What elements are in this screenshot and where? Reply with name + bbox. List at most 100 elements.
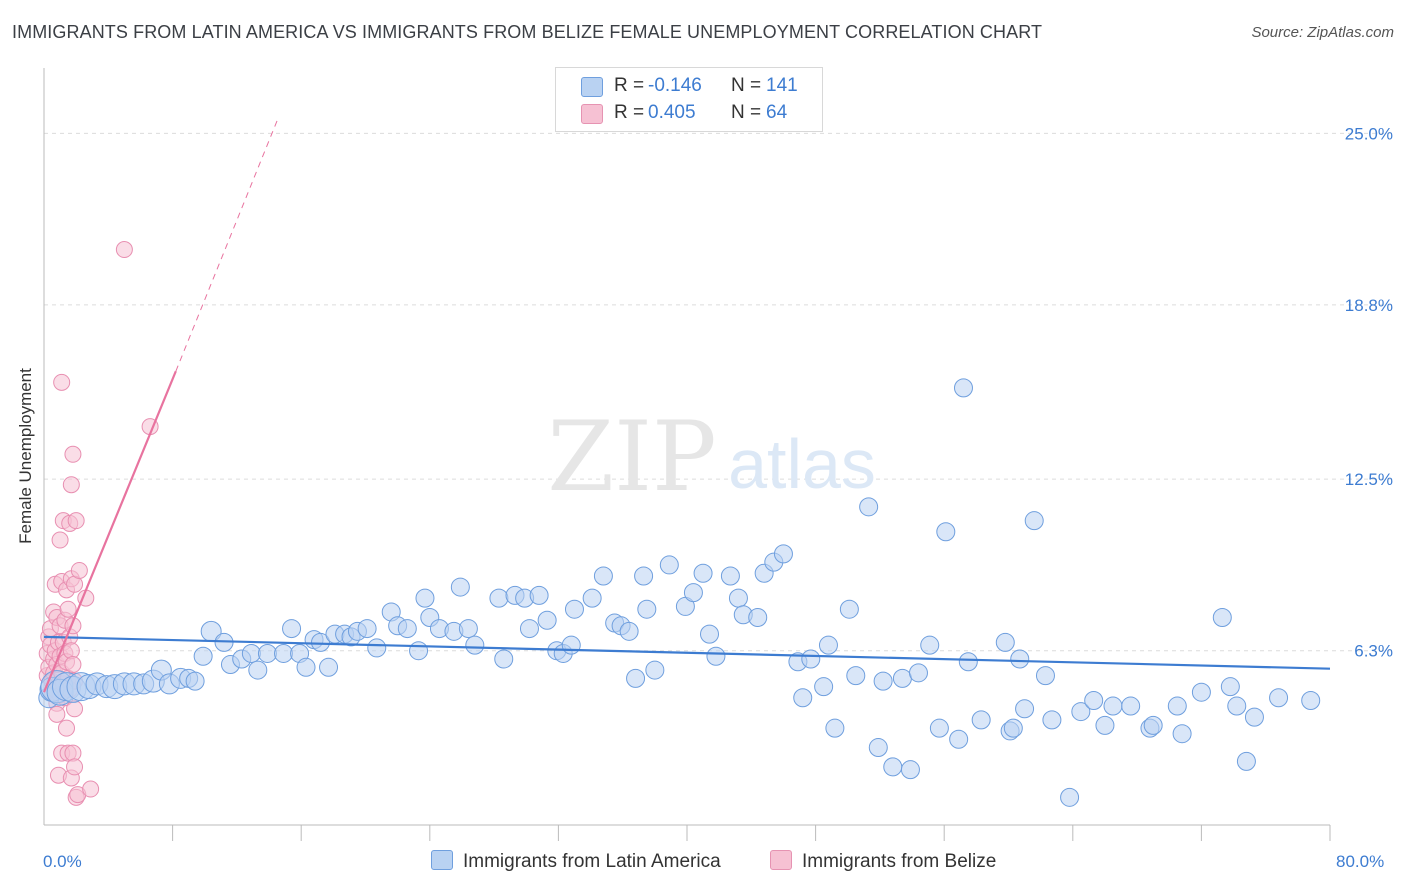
latin-america-point	[619, 621, 639, 641]
latin-america-point	[900, 760, 920, 780]
latin-america-point	[282, 619, 302, 639]
latin-america-point	[1212, 608, 1232, 627]
latin-america-point	[561, 635, 581, 655]
series-legend-label: Immigrants from Belize	[802, 851, 997, 872]
latin-america-point	[564, 599, 584, 619]
belize-point	[82, 780, 100, 798]
latin-america-point	[529, 585, 549, 605]
latin-america-point	[748, 608, 768, 627]
latin-america-point	[706, 646, 726, 666]
latin-america-point	[818, 635, 838, 655]
latin-america-point	[519, 619, 539, 639]
latin-america-points	[38, 378, 1321, 807]
latin-america-point	[1084, 691, 1104, 710]
latin-america-point	[274, 643, 294, 663]
latin-america-point	[1024, 511, 1044, 531]
legend-row-belize: R = 0.405 N = 64	[556, 100, 822, 127]
y-tick-label: 25.0%	[1345, 124, 1393, 143]
latin-america-trend-line	[43, 635, 1331, 670]
belize-points	[38, 241, 159, 806]
watermark-zip: ZIP	[547, 401, 716, 513]
belize-point	[70, 561, 88, 579]
latin-america-point	[582, 588, 602, 608]
legend-r-value: 0.405	[648, 102, 696, 123]
latin-america-point	[1191, 682, 1211, 702]
latin-america-point	[458, 619, 478, 639]
latin-america-point	[634, 566, 654, 586]
latin-america-point	[825, 718, 845, 738]
x-axis-min-label: 0.0%	[43, 852, 82, 871]
belize-point	[59, 600, 77, 618]
legend-row-latin-america: R = -0.146 N = 141	[556, 73, 822, 100]
latin-america-point	[868, 738, 888, 758]
latin-america-point	[958, 652, 978, 672]
belize-point	[67, 512, 85, 530]
latin-america-point	[793, 688, 813, 708]
legend-n-value: 64	[766, 102, 788, 123]
y-tick-label: 18.8%	[1345, 296, 1393, 315]
latin-america-point	[257, 643, 277, 663]
legend-r-value: -0.146	[648, 75, 702, 96]
latin-america-point	[971, 710, 991, 730]
latin-america-point	[1167, 696, 1187, 716]
series-legend-belize: Immigrants from Belize	[770, 850, 996, 873]
belize-point	[62, 476, 80, 494]
latin-america-point	[1236, 751, 1256, 771]
belize-point	[66, 700, 84, 718]
latin-america-point	[920, 635, 940, 655]
latin-america-point	[1220, 677, 1240, 697]
latin-america-point	[1227, 696, 1247, 716]
legend-n-value: 141	[766, 75, 798, 96]
latin-america-point	[949, 729, 969, 749]
latin-america-point	[1095, 715, 1115, 735]
belize-point	[58, 719, 76, 737]
latin-america-point	[1103, 696, 1123, 716]
latin-america-point	[801, 649, 821, 669]
latin-america-point	[683, 583, 703, 603]
y-tick-label: 12.5%	[1345, 470, 1393, 489]
latin-america-point	[489, 588, 509, 608]
latin-america-point	[248, 660, 268, 680]
latin-america-point	[720, 566, 740, 586]
latin-america-point	[1010, 649, 1030, 669]
latin-america-point	[859, 497, 879, 517]
latin-america-point	[319, 657, 339, 677]
correlation-legend: R = -0.146 N = 141 R = 0.405 N = 64	[555, 67, 823, 132]
latin-america-point	[1060, 787, 1080, 807]
latin-america-point	[908, 663, 928, 683]
latin-america-point	[773, 544, 793, 564]
latin-america-point	[1042, 710, 1062, 730]
latin-america-point	[193, 646, 213, 666]
latin-america-point	[1003, 718, 1023, 738]
latin-america-point	[1244, 707, 1264, 727]
latin-america-point	[645, 660, 665, 680]
latin-america-point	[929, 718, 949, 738]
series-swatch-blue	[431, 850, 453, 870]
latin-america-point	[1015, 699, 1035, 719]
legend-swatch-pink	[581, 104, 603, 124]
latin-america-point	[357, 619, 377, 639]
tick-labels: 6.3% 12.5% 18.8% 25.0%	[1345, 124, 1393, 660]
latin-america-point	[397, 619, 417, 639]
latin-america-point	[593, 566, 613, 586]
latin-america-point	[241, 643, 261, 663]
latin-america-point	[883, 757, 903, 777]
belize-point	[64, 445, 82, 463]
latin-america-point	[637, 599, 657, 619]
latin-america-point	[846, 666, 866, 686]
latin-america-point	[1071, 702, 1091, 722]
latin-america-point	[1269, 688, 1289, 708]
source-label: Source: ZipAtlas.com	[1251, 24, 1394, 41]
legend-swatch-blue	[581, 77, 603, 97]
latin-america-point	[367, 638, 387, 658]
belize-point	[66, 758, 84, 776]
latin-america-point	[1121, 696, 1141, 716]
series-legend-label: Immigrants from Latin America	[463, 851, 721, 872]
belize-trend-line	[42, 370, 177, 693]
latin-america-point	[450, 577, 470, 597]
latin-america-point	[995, 632, 1015, 652]
series-swatch-pink	[770, 850, 792, 870]
belize-point	[115, 241, 133, 259]
latin-america-point	[409, 641, 429, 661]
